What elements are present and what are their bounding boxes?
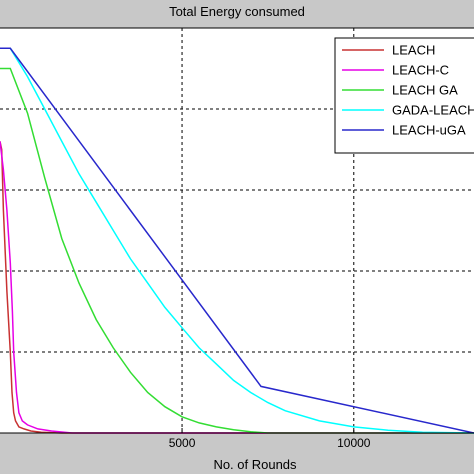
x-ticks: 5000 10000 (169, 428, 371, 450)
x-axis-label: No. of Rounds (213, 457, 297, 472)
legend: LEACH LEACH-C LEACH GA GADA-LEACH LEACH-uGA (334, 37, 474, 154)
legend-label: LEACH (392, 43, 435, 58)
legend-label: GADA-LEACH (392, 103, 474, 118)
series-line (0, 141, 474, 434)
series-line (0, 141, 474, 434)
series-line (0, 67, 474, 434)
legend-items: LEACH LEACH-C LEACH GA GADA-LEACH LEACH-uGA (342, 43, 474, 138)
legend-label: LEACH-C (392, 63, 449, 78)
series-layer (0, 47, 474, 434)
series-line (0, 47, 474, 434)
chart-title: Total Energy consumed (169, 4, 305, 19)
legend-label: LEACH GA (392, 83, 458, 98)
legend-box (334, 37, 474, 154)
legend-label: LEACH-uGA (392, 123, 466, 138)
x-tick-label: 10000 (337, 436, 371, 450)
x-tick-label: 5000 (169, 436, 196, 450)
series-line (0, 47, 474, 434)
